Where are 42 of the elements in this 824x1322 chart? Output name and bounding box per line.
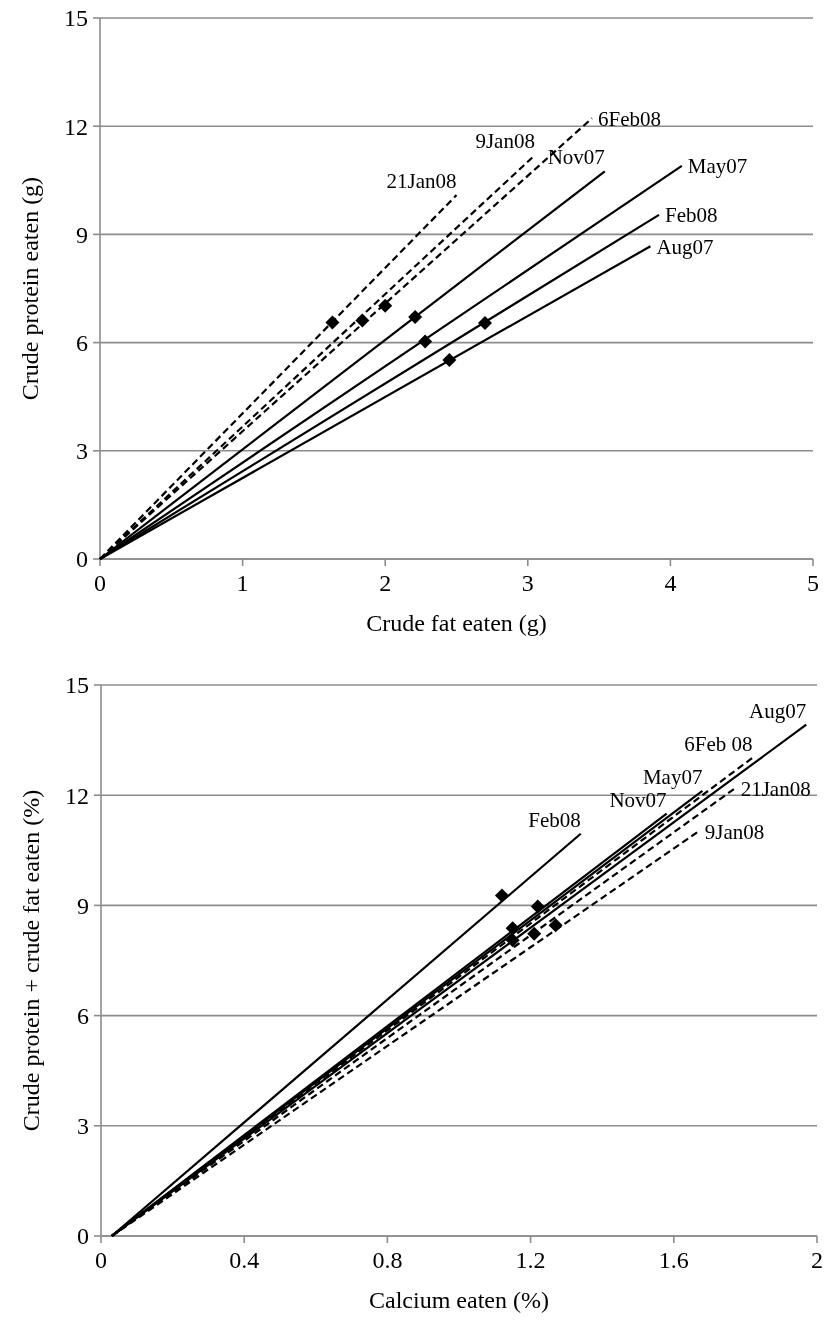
y-tick-label: 0 (76, 546, 88, 573)
y-tick-label: 6 (77, 1003, 89, 1029)
x-tick-label: 2 (379, 570, 392, 596)
y-tick-label: 12 (65, 782, 89, 809)
series-label: 9Jan08 (704, 819, 765, 844)
y-axis-title: Crude protein eaten (g) (17, 176, 43, 401)
x-tick-label: 1 (236, 570, 249, 596)
y-axis-title: Crude protein + crude fat eaten (%) (18, 789, 44, 1132)
x-tick-label: 3 (521, 570, 534, 596)
series-label: Aug07 (749, 698, 807, 723)
series-label: 6Feb 08 (684, 731, 753, 756)
series-label: 21Jan08 (386, 169, 457, 194)
y-tick-label: 3 (77, 1113, 89, 1140)
series-label: May07 (642, 764, 703, 789)
series-label: Aug07 (656, 234, 714, 259)
x-tick-label: 0 (94, 570, 106, 596)
x-tick-label: 2 (811, 1247, 823, 1273)
x-tick-label: 4 (664, 570, 677, 596)
series-label: 9Jan08 (475, 129, 535, 154)
y-tick-label: 9 (76, 221, 88, 248)
x-tick-label: 5 (807, 570, 819, 596)
y-tick-label: 6 (76, 330, 88, 356)
series-label: Nov07 (609, 787, 667, 812)
y-tick-label: 15 (65, 672, 89, 699)
series-label: 6Feb08 (597, 106, 661, 131)
series-label: 21Jan08 (740, 776, 811, 801)
x-axis-title: Calcium eaten (%) (369, 1287, 549, 1313)
series-label: Feb08 (664, 203, 718, 228)
series-label: May07 (687, 154, 748, 179)
x-tick-label: 1.2 (515, 1247, 546, 1273)
y-tick-label: 0 (77, 1223, 89, 1250)
y-tick-label: 9 (77, 892, 89, 919)
x-axis-title: Crude fat eaten (g) (366, 610, 547, 636)
x-tick-label: 1.6 (658, 1247, 689, 1273)
series-label: Feb08 (528, 807, 581, 832)
x-tick-label: 0.4 (229, 1247, 260, 1273)
x-tick-label: 0 (95, 1247, 107, 1273)
y-tick-label: 12 (64, 113, 88, 140)
y-tick-label: 15 (64, 5, 88, 32)
series-label: Nov07 (547, 145, 605, 170)
x-tick-label: 0.8 (372, 1247, 403, 1273)
y-tick-label: 3 (76, 438, 88, 465)
